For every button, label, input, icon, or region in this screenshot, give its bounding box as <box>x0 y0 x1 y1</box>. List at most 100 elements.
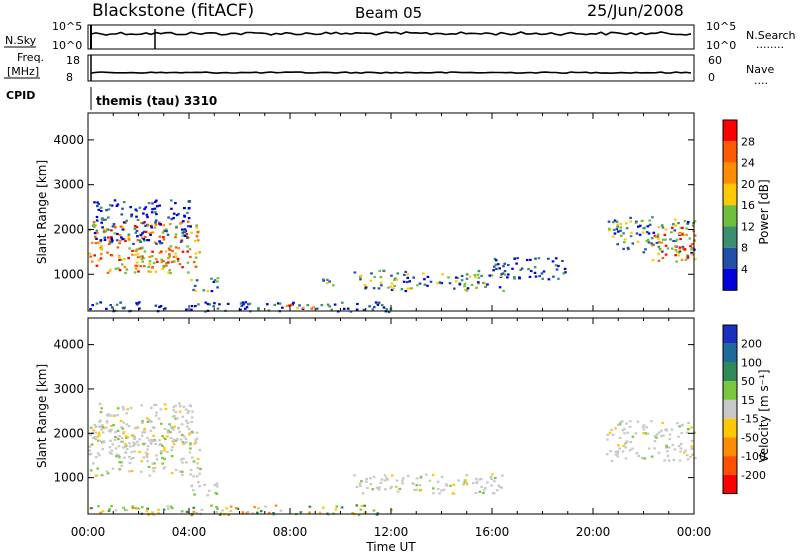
data-cell <box>161 456 164 460</box>
data-cell <box>148 255 151 258</box>
data-cell <box>385 476 388 479</box>
data-cell <box>191 456 194 459</box>
data-cell <box>157 417 161 420</box>
data-cell <box>118 456 121 459</box>
data-cell <box>184 408 188 411</box>
data-cell <box>127 235 130 238</box>
data-cell <box>382 269 386 273</box>
data-cell <box>308 505 312 508</box>
data-cell <box>419 488 423 492</box>
data-cell <box>681 423 684 426</box>
data-cell <box>171 415 175 418</box>
data-cell <box>482 489 486 492</box>
data-cell <box>122 221 126 224</box>
colorbar-swatch <box>723 343 737 363</box>
data-cell <box>612 228 616 231</box>
data-cell <box>181 231 185 234</box>
data-cell <box>631 435 635 438</box>
data-cell <box>98 454 101 457</box>
data-cell <box>606 433 610 436</box>
data-cell <box>652 231 656 234</box>
data-cell <box>422 272 425 275</box>
data-cell <box>89 426 93 429</box>
colorbar-tick-label: 200 <box>741 338 762 351</box>
data-cell <box>110 237 113 240</box>
data-cell <box>678 248 682 251</box>
data-cell <box>635 452 639 455</box>
data-cell <box>138 239 142 242</box>
data-cell <box>198 251 201 254</box>
data-cell <box>97 439 100 442</box>
data-cell <box>189 255 192 259</box>
data-cell <box>346 307 350 310</box>
data-cell <box>152 470 156 473</box>
data-cell <box>186 261 190 264</box>
data-cell <box>321 278 325 281</box>
data-cell <box>110 254 114 257</box>
data-cell <box>89 452 93 455</box>
data-cell <box>151 250 154 253</box>
data-cell <box>216 307 220 310</box>
colorbar-tick-label: 100 <box>741 356 762 369</box>
data-cell <box>106 271 110 274</box>
data-cell <box>624 442 628 445</box>
data-cell <box>118 255 121 259</box>
data-cell <box>120 426 123 429</box>
data-cell <box>106 472 110 475</box>
data-cell <box>122 201 126 204</box>
data-cell <box>215 482 219 485</box>
data-cell <box>110 452 113 455</box>
data-cell <box>661 226 665 229</box>
data-cell <box>651 216 654 219</box>
data-cell <box>166 435 169 438</box>
data-cell <box>614 453 618 456</box>
data-cell <box>90 443 94 446</box>
data-cell <box>134 253 137 256</box>
data-cell <box>166 505 169 508</box>
data-cell <box>94 456 98 459</box>
data-cell <box>464 288 467 291</box>
data-cell <box>364 286 368 289</box>
data-cell <box>651 259 655 262</box>
data-cell <box>181 234 185 237</box>
data-cell <box>122 432 125 435</box>
data-cell <box>679 226 683 229</box>
data-cell <box>92 429 95 432</box>
data-cell <box>616 450 620 453</box>
data-cell <box>140 434 144 437</box>
data-cell <box>365 480 368 483</box>
data-cell <box>167 261 170 264</box>
data-cell <box>212 280 216 283</box>
data-cell <box>159 223 162 226</box>
data-cell <box>104 230 108 233</box>
data-cell <box>363 511 367 514</box>
data-cell <box>457 479 460 482</box>
data-cell <box>122 421 125 424</box>
data-cell <box>646 432 650 435</box>
data-cell <box>677 254 680 257</box>
nave-dots: .... <box>754 74 768 87</box>
data-cell <box>144 206 148 209</box>
data-cell <box>164 250 168 253</box>
data-cell <box>219 512 223 515</box>
data-cell <box>153 439 157 442</box>
data-cell <box>185 308 188 311</box>
data-cell <box>456 276 460 280</box>
data-cell <box>440 489 443 492</box>
data-cell <box>360 504 364 507</box>
data-cell <box>88 445 92 448</box>
data-cell <box>133 225 137 228</box>
data-cell <box>371 488 375 491</box>
data-cell <box>366 486 369 490</box>
data-cell <box>111 306 114 309</box>
data-cell <box>475 286 478 289</box>
data-cell <box>513 277 516 280</box>
data-cell <box>182 457 185 460</box>
data-cell <box>187 217 191 220</box>
data-cell <box>371 308 375 311</box>
data-cell <box>100 474 104 477</box>
data-cell <box>455 280 458 283</box>
data-cell <box>144 224 147 227</box>
data-cell <box>690 251 693 254</box>
